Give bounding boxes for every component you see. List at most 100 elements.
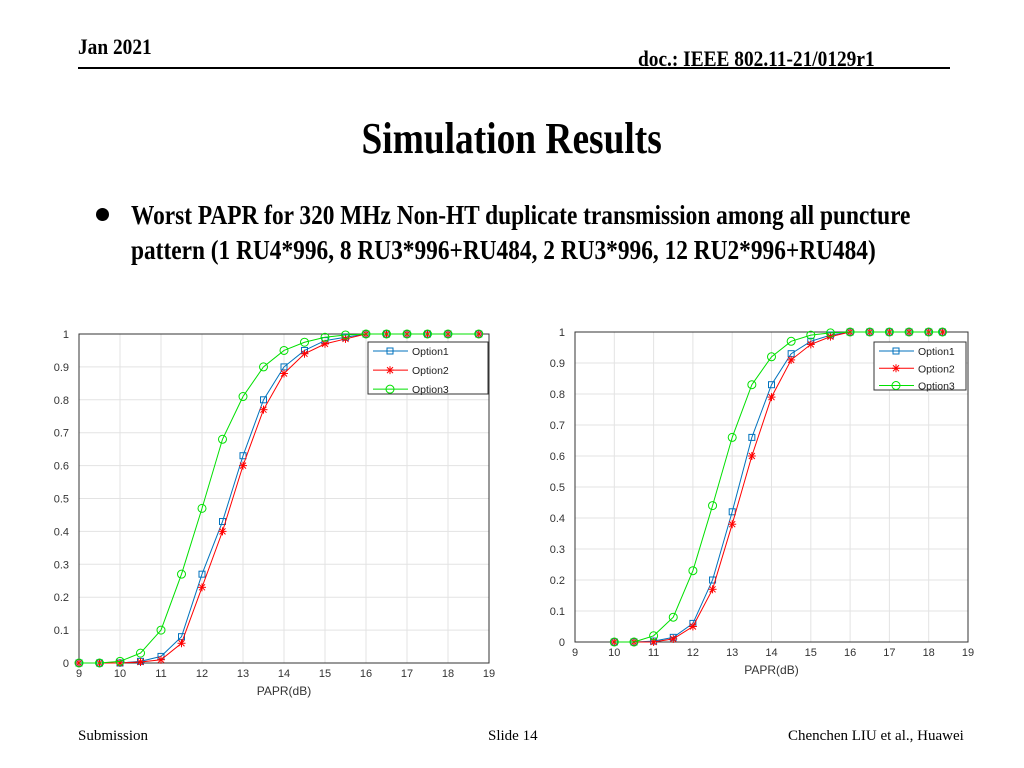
slide-title: Simulation Results (0, 113, 1024, 164)
asterisk-marker (767, 393, 776, 402)
circle-marker (341, 330, 350, 340)
header-date: Jan 2021 (78, 34, 152, 59)
circle-marker (649, 631, 659, 641)
x-tick-label: 17 (883, 647, 895, 659)
series-line (614, 331, 943, 643)
y-tick-label: 0.3 (54, 559, 69, 571)
y-tick-label: 0 (63, 658, 69, 670)
circle-marker (825, 328, 835, 338)
circle-marker (924, 327, 934, 337)
y-axis-label: CDF(wosrt PAPR among all puncture patter… (35, 366, 49, 705)
circle-marker (474, 329, 484, 339)
x-tick-label: 14 (278, 668, 290, 680)
y-tick-label: 0.9 (550, 358, 565, 370)
circle-marker (865, 327, 875, 337)
circle-marker (156, 625, 166, 635)
circle-marker (727, 432, 737, 442)
y-tick-label: 0.9 (54, 362, 69, 374)
y-tick-label: 1 (559, 327, 565, 339)
circle-marker (238, 392, 248, 402)
circle-marker (747, 380, 757, 390)
y-tick-label: 0.7 (550, 420, 565, 432)
series-option3 (609, 327, 947, 647)
circle-marker (402, 329, 412, 339)
x-tick-label: 12 (687, 647, 699, 659)
header-doc-id: doc.: IEEE 802.11-21/0129r1 (638, 46, 875, 71)
x-tick-label: 13 (237, 668, 249, 680)
y-tick-label: 0.6 (550, 451, 565, 463)
square-marker (892, 347, 900, 355)
x-tick-label: 16 (360, 668, 372, 680)
circle-marker (259, 362, 268, 372)
square-marker (748, 433, 756, 441)
square-marker (386, 347, 394, 355)
circle-marker (904, 327, 914, 337)
square-marker (728, 508, 736, 516)
y-tick-label: 0.6 (54, 461, 69, 473)
chart-2: 9 10 11 12 13 14 15 16 17 18 19 0 0.1 0.2 0.3 0.4 0.5 0.6… (531, 327, 974, 684)
asterisk-marker (259, 405, 268, 414)
x-tick-label: 14 (765, 647, 777, 659)
circle-marker (708, 501, 718, 511)
bullet-icon (96, 208, 109, 221)
x-tick-label: 19 (483, 668, 495, 680)
legend-label: Option1 (412, 346, 449, 358)
y-tick-label: 0.3 (550, 544, 565, 556)
x-tick-label: 12 (196, 668, 208, 680)
y-tick-label: 0.4 (54, 526, 69, 538)
asterisk-marker (280, 369, 288, 378)
legend: Option1 Option2 Option3 (367, 341, 489, 396)
asterisk-marker (806, 340, 815, 349)
square-marker (768, 381, 775, 389)
y-tick-label: 1 (63, 329, 69, 341)
bullet-text: Worst PAPR for 320 MHz Non-HT duplicate … (131, 200, 911, 265)
circle-marker (115, 656, 125, 666)
y-tick-label: 0.1 (550, 606, 565, 618)
circle-marker (806, 330, 816, 340)
legend-label: Option3 (412, 384, 449, 396)
y-tick-label: 0.8 (54, 395, 69, 407)
header-divider (78, 67, 950, 69)
x-tick-label: 11 (648, 647, 659, 659)
legend-label: Option3 (918, 381, 955, 393)
circle-marker (177, 569, 186, 579)
asterisk-marker (669, 634, 678, 643)
x-tick-label: 17 (401, 668, 413, 680)
series-option3 (74, 329, 484, 668)
asterisk-marker (747, 452, 756, 460)
circle-marker (688, 566, 698, 576)
x-axis-label: PAPR(dB) (744, 663, 798, 677)
asterisk-marker (218, 527, 227, 536)
legend: Option1 Option2 Option3 (873, 341, 967, 393)
y-tick-label: 0 (559, 637, 565, 649)
footer-slide-number: Slide 14 (488, 728, 538, 744)
circle-marker (361, 329, 371, 339)
circle-marker (443, 329, 453, 339)
x-tick-label: 19 (962, 647, 974, 659)
x-tick-label: 9 (76, 668, 82, 680)
circle-marker (382, 329, 391, 339)
y-tick-label: 0.2 (550, 575, 565, 587)
asterisk-marker (177, 639, 186, 648)
y-tick-label: 0.1 (54, 625, 69, 637)
y-tick-label: 0.4 (550, 513, 565, 525)
x-axis-label: PAPR(dB) (257, 684, 311, 698)
circle-marker (136, 648, 145, 658)
circle-marker (629, 637, 639, 647)
legend-label: Option2 (918, 363, 955, 375)
asterisk-marker (136, 658, 145, 667)
asterisk-marker (386, 366, 394, 375)
legend-box (873, 341, 967, 391)
circle-marker (95, 658, 104, 668)
asterisk-marker (239, 461, 247, 470)
square-marker (198, 570, 206, 578)
footer-author: Chenchen LIU et al., Huawei (788, 728, 964, 744)
y-tick-label: 0.2 (54, 592, 69, 604)
square-marker (260, 396, 267, 404)
plot-frame (78, 333, 490, 664)
circle-marker (300, 337, 309, 347)
x-tick-label: 18 (923, 647, 935, 659)
y-axis-label: CDF(wosrt PAPR among all puncture patter… (531, 336, 545, 684)
square-marker (239, 452, 247, 460)
